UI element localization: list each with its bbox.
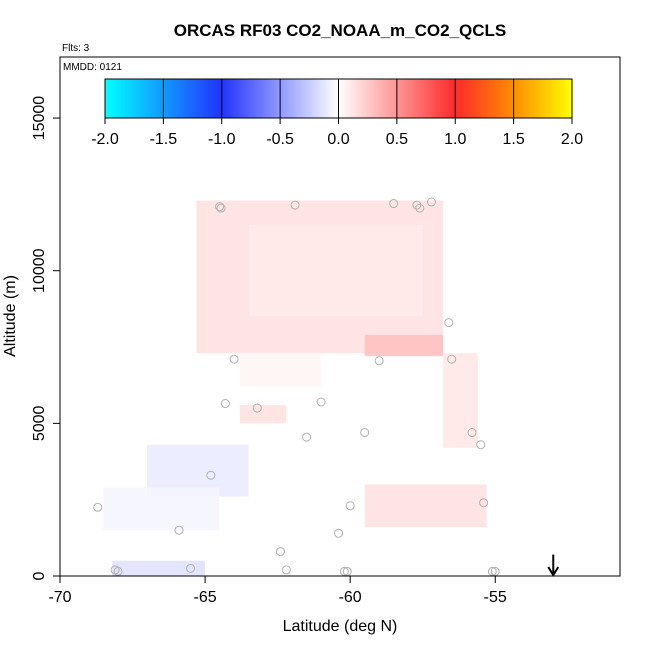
heatmap-region-6: [364, 484, 487, 528]
observation-point-16: [467, 428, 477, 438]
heatmap-regions: [103, 200, 487, 576]
x-tick-label-3: -55: [484, 589, 507, 606]
observation-point-29: [339, 566, 349, 576]
flights-label: Flts: 3: [62, 43, 90, 54]
x-tick-label-2: -60: [339, 589, 362, 606]
colorbar-tick-label-1: -1.5: [150, 131, 178, 148]
observation-point-6: [426, 197, 436, 207]
observation-points: [93, 197, 500, 576]
observation-point-7: [444, 318, 454, 328]
heatmap-region-4: [239, 405, 287, 424]
observation-point-11: [220, 399, 230, 409]
date-label: MMDD: 0121: [63, 62, 122, 73]
y-axis-label: Altitude (m): [2, 275, 19, 357]
observation-point-25: [186, 563, 196, 573]
x-tick-label-1: -65: [194, 589, 217, 606]
observation-point-3: [389, 199, 399, 209]
arrow-marker: [547, 554, 560, 577]
colorbar-tick-label-7: 1.5: [503, 131, 525, 148]
colorbar-tick-label-4: 0.0: [327, 131, 349, 148]
observation-point-9: [229, 354, 239, 364]
observation-point-8: [447, 354, 457, 364]
observation-point-23: [334, 528, 344, 538]
observation-point-32: [490, 566, 500, 576]
heatmap-region-2: [364, 334, 444, 357]
observation-point-10: [374, 356, 384, 366]
chart-title: ORCAS RF03 CO2_NOAA_m_CO2_QCLS: [174, 21, 507, 40]
plot-frame: [59, 56, 621, 577]
heatmap-region-3: [239, 353, 322, 387]
observation-point-15: [360, 428, 370, 438]
colorbar: -2.0 -1.5 -1.0 -0.5 0.0 0.5 1.0 1.5 2.0: [91, 78, 583, 148]
observation-point-13: [316, 397, 326, 407]
observation-point-30: [342, 566, 352, 576]
y-tick-label-0: 0: [31, 571, 48, 580]
x-axis: -70 -65 -60 -55: [48, 576, 507, 606]
y-tick-label-3: 15000: [31, 96, 48, 141]
colorbar-tick-label-3: -0.5: [266, 131, 294, 148]
heatmap-region-1: [248, 224, 423, 317]
colorbar-tick-label-2: -1.0: [208, 131, 236, 148]
observation-point-22: [174, 525, 184, 535]
y-tick-label-2: 10000: [31, 248, 48, 293]
observation-point-2: [290, 200, 300, 210]
observation-point-12: [252, 403, 262, 413]
y-tick-label-1: 5000: [31, 405, 48, 441]
colorbar-tick-label-0: -2.0: [91, 131, 119, 148]
observation-point-28: [281, 565, 291, 575]
arrow-head: [547, 566, 560, 577]
heatmap-region-5: [443, 353, 478, 448]
observation-point-31: [487, 566, 497, 576]
observation-point-20: [345, 501, 355, 511]
x-tick-label-0: -70: [48, 589, 71, 606]
observation-point-1: [216, 203, 226, 213]
colorbar-tick-label-8: 2.0: [561, 131, 583, 148]
colorbar-tick-label-6: 1.0: [444, 131, 466, 148]
observation-point-24: [276, 547, 286, 557]
observation-point-0: [215, 202, 225, 212]
observation-point-14: [302, 432, 312, 442]
colorbar-tick-label-5: 0.5: [386, 131, 408, 148]
observation-point-19: [93, 502, 103, 512]
observation-point-5: [415, 203, 425, 213]
y-axis: 0 5000 10000 15000: [31, 96, 60, 580]
heatmap-region-8: [103, 487, 220, 531]
observation-point-4: [412, 200, 422, 210]
observation-point-21: [479, 498, 489, 508]
observation-point-27: [113, 566, 123, 576]
heatmap-region-9: [112, 560, 206, 576]
observation-point-17: [476, 440, 486, 450]
x-axis-label: Latitude (deg N): [283, 618, 398, 635]
colorbar-frame: [104, 78, 573, 119]
observation-point-18: [206, 470, 216, 480]
